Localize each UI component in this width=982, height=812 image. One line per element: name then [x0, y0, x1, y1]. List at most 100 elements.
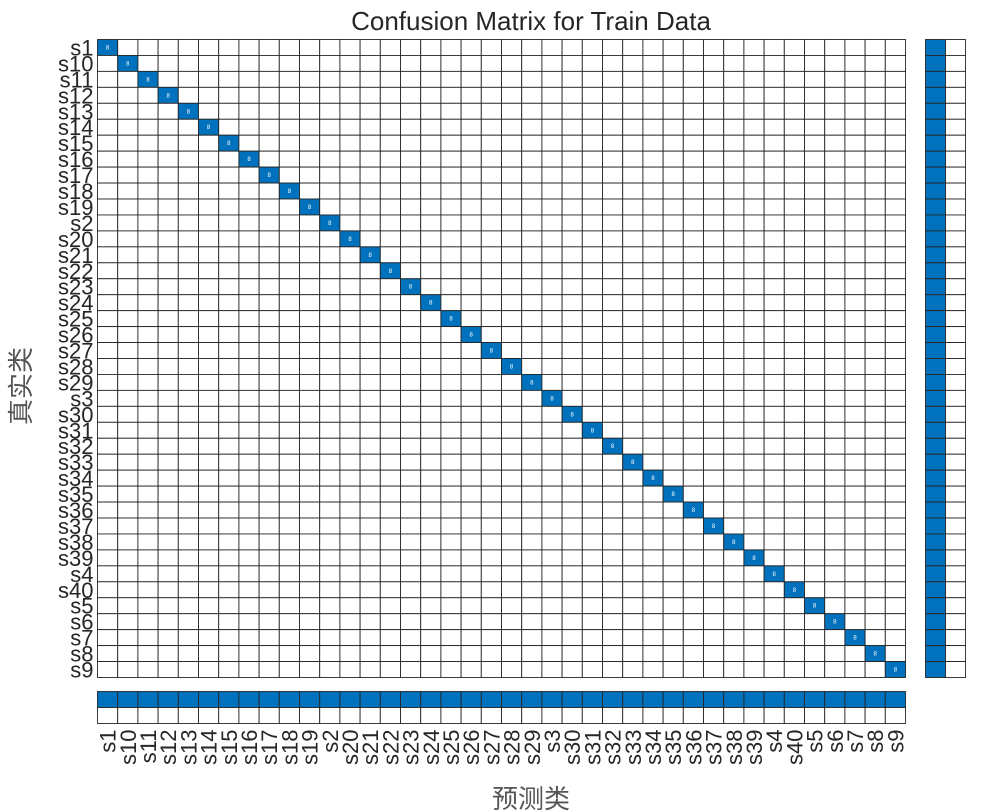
- matrix-cell-empty: [238, 533, 260, 551]
- row-summary-correct: [925, 150, 946, 168]
- matrix-cell-empty: [804, 182, 826, 200]
- column-summary-correct: [824, 691, 846, 708]
- matrix-cell-empty: [379, 389, 401, 407]
- row-summary-correct: [925, 310, 946, 328]
- matrix-cell-empty: [581, 182, 603, 200]
- matrix-cell-empty: [864, 597, 886, 615]
- column-summary-correct: [703, 691, 725, 708]
- matrix-cell-empty: [541, 262, 563, 280]
- matrix-cell-empty: [218, 374, 240, 391]
- matrix-cell-empty: [662, 389, 684, 407]
- matrix-cell-empty: [804, 613, 826, 631]
- matrix-cell-empty: [157, 278, 179, 296]
- matrix-cell-empty: [238, 645, 260, 662]
- matrix-cell-empty: [278, 118, 300, 136]
- matrix-cell-empty: [137, 645, 159, 662]
- matrix-cell-empty: [420, 214, 442, 232]
- row-summary-incorrect: [945, 485, 966, 503]
- matrix-cell-empty: [238, 437, 260, 455]
- matrix-cell-empty: [884, 166, 906, 184]
- matrix-cell-empty: [723, 374, 745, 391]
- row-summary-incorrect: [945, 246, 966, 264]
- matrix-cell-empty: [440, 182, 462, 200]
- matrix-cell-empty: [864, 310, 886, 328]
- matrix-cell-empty: [198, 86, 220, 104]
- matrix-cell-empty: [420, 597, 442, 615]
- matrix-cell-empty: [379, 310, 401, 328]
- matrix-cell-empty: [198, 310, 220, 328]
- matrix-cell-empty: [379, 421, 401, 439]
- matrix-cell-empty: [339, 645, 361, 662]
- matrix-cell-empty: [622, 613, 644, 631]
- matrix-cell-empty: [824, 70, 846, 88]
- matrix-cell-empty: [420, 549, 442, 567]
- matrix-cell-empty: [723, 39, 745, 56]
- matrix-cell-empty: [137, 485, 159, 503]
- matrix-cell-empty: [541, 86, 563, 104]
- matrix-cell-empty: [400, 613, 422, 631]
- row-summary-correct: [925, 597, 946, 615]
- column-summary-correct: [460, 691, 482, 708]
- matrix-cell-empty: [218, 118, 240, 136]
- x-tick-label: s28: [500, 730, 525, 765]
- matrix-cell-empty: [864, 421, 886, 439]
- matrix-cell-empty: [258, 150, 280, 168]
- matrix-cell-empty: [420, 326, 442, 344]
- y-tick-label: s18: [58, 179, 93, 204]
- matrix-cell-empty: [642, 629, 664, 647]
- row-summary-incorrect: [945, 421, 966, 439]
- matrix-cell-empty: [278, 597, 300, 615]
- matrix-cell-empty: [844, 405, 866, 423]
- matrix-cell-empty: [480, 533, 502, 551]
- row-summary-incorrect: [945, 214, 966, 232]
- matrix-cell-empty: [703, 246, 725, 264]
- matrix-cell-empty: [723, 310, 745, 328]
- column-summary-incorrect: [218, 707, 240, 724]
- matrix-cell-empty: [198, 389, 220, 407]
- matrix-cell-empty: [359, 597, 381, 615]
- matrix-cell-empty: [319, 421, 341, 439]
- y-tick-label: s19: [58, 195, 93, 220]
- matrix-cell-empty: [299, 421, 321, 439]
- matrix-cell-empty: [763, 501, 785, 519]
- matrix-cell-empty: [662, 310, 684, 328]
- matrix-cell-empty: [682, 405, 704, 423]
- matrix-cell-empty: [884, 182, 906, 200]
- matrix-cell-empty: [743, 102, 765, 120]
- matrix-cell-empty: [379, 134, 401, 152]
- row-summary-correct: [925, 262, 946, 280]
- matrix-cell-empty: [198, 278, 220, 296]
- matrix-cell-empty: [198, 262, 220, 280]
- matrix-cell-empty: [238, 358, 260, 375]
- matrix-cell-empty: [218, 597, 240, 615]
- matrix-cell-empty: [561, 437, 583, 455]
- matrix-cell-empty: [864, 55, 886, 72]
- matrix-cell-empty: [844, 134, 866, 152]
- matrix-cell-empty: [400, 342, 422, 359]
- x-tick-label: s11: [136, 730, 161, 764]
- matrix-cell-empty: [198, 374, 220, 391]
- matrix-cell-empty: [682, 166, 704, 184]
- matrix-cell-empty: [844, 342, 866, 359]
- matrix-cell-empty: [238, 549, 260, 567]
- matrix-cell-empty: [198, 230, 220, 248]
- column-summary-incorrect: [379, 707, 401, 724]
- matrix-cell-empty: [339, 150, 361, 168]
- matrix-cell-empty: [662, 326, 684, 344]
- matrix-cell-empty: [561, 613, 583, 631]
- matrix-cell-empty: [440, 613, 462, 631]
- column-summary-incorrect: [804, 707, 826, 724]
- matrix-cell-empty: [278, 581, 300, 599]
- matrix-cell-empty: [703, 86, 725, 104]
- x-tick-label: s15: [217, 730, 242, 765]
- matrix-cell-empty: [682, 278, 704, 296]
- matrix-cell-empty: [157, 645, 179, 662]
- matrix-cell-empty: [723, 565, 745, 583]
- matrix-cell-empty: [299, 549, 321, 567]
- matrix-cell-empty: [400, 533, 422, 551]
- matrix-cell-empty: [460, 549, 482, 567]
- matrix-cell-empty: [884, 597, 906, 615]
- column-summary-correct: [521, 691, 543, 708]
- matrix-cell-empty: [278, 150, 300, 168]
- matrix-cell-empty: [501, 278, 523, 296]
